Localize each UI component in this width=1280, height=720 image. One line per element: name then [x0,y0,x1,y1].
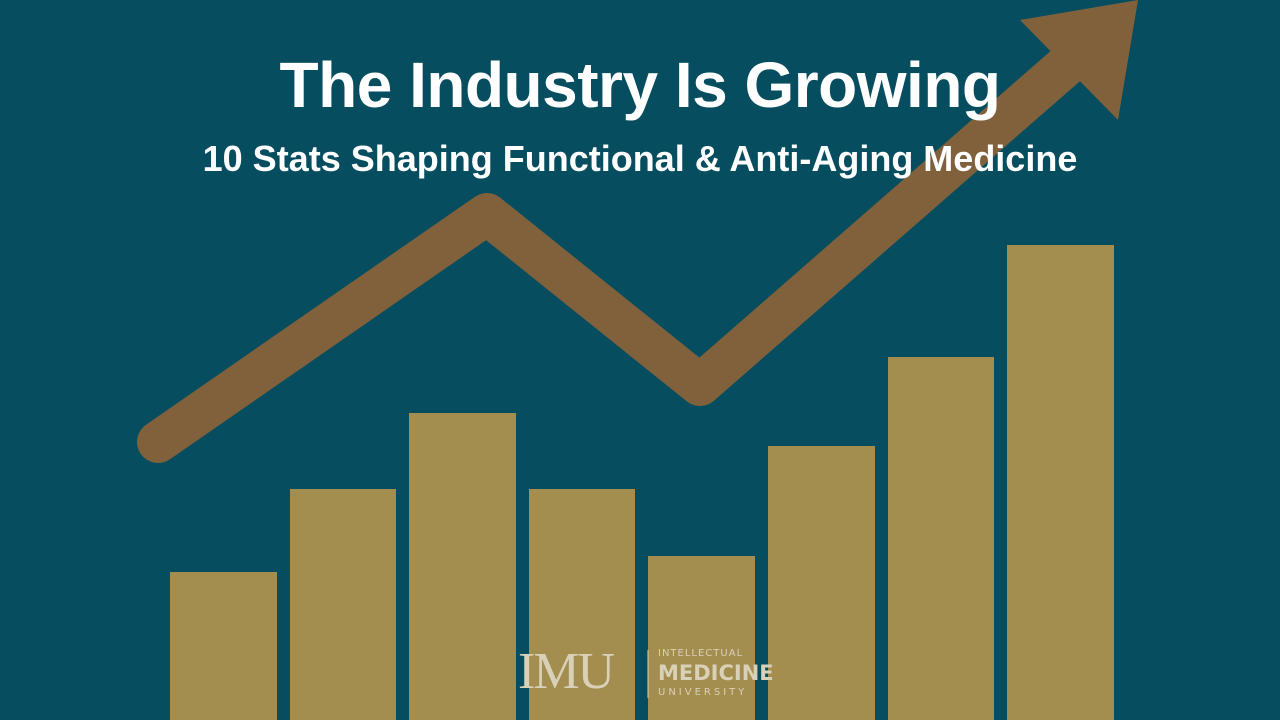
subtitle: 10 Stats Shaping Functional & Anti-Aging… [202,138,1078,179]
arrow-head [1020,0,1138,120]
trend-arrow [137,41,1091,463]
logo-text: UNIVERSITY [658,687,748,698]
logo-text: MEDICINE [658,661,774,685]
logo-text: INTELLECTUAL [658,648,744,659]
bar-shape [648,556,755,720]
bar-shape [888,357,994,720]
bar-shape [1007,245,1114,720]
logo-mark: IMU [518,643,615,700]
bar-shape [409,413,516,720]
bar-shape [290,489,396,720]
bar-shape [768,446,875,720]
bar-shape [529,489,635,720]
title: The Industry Is Growing [279,49,1002,121]
bar-shape [170,572,277,720]
decorative-bars [170,245,1114,720]
